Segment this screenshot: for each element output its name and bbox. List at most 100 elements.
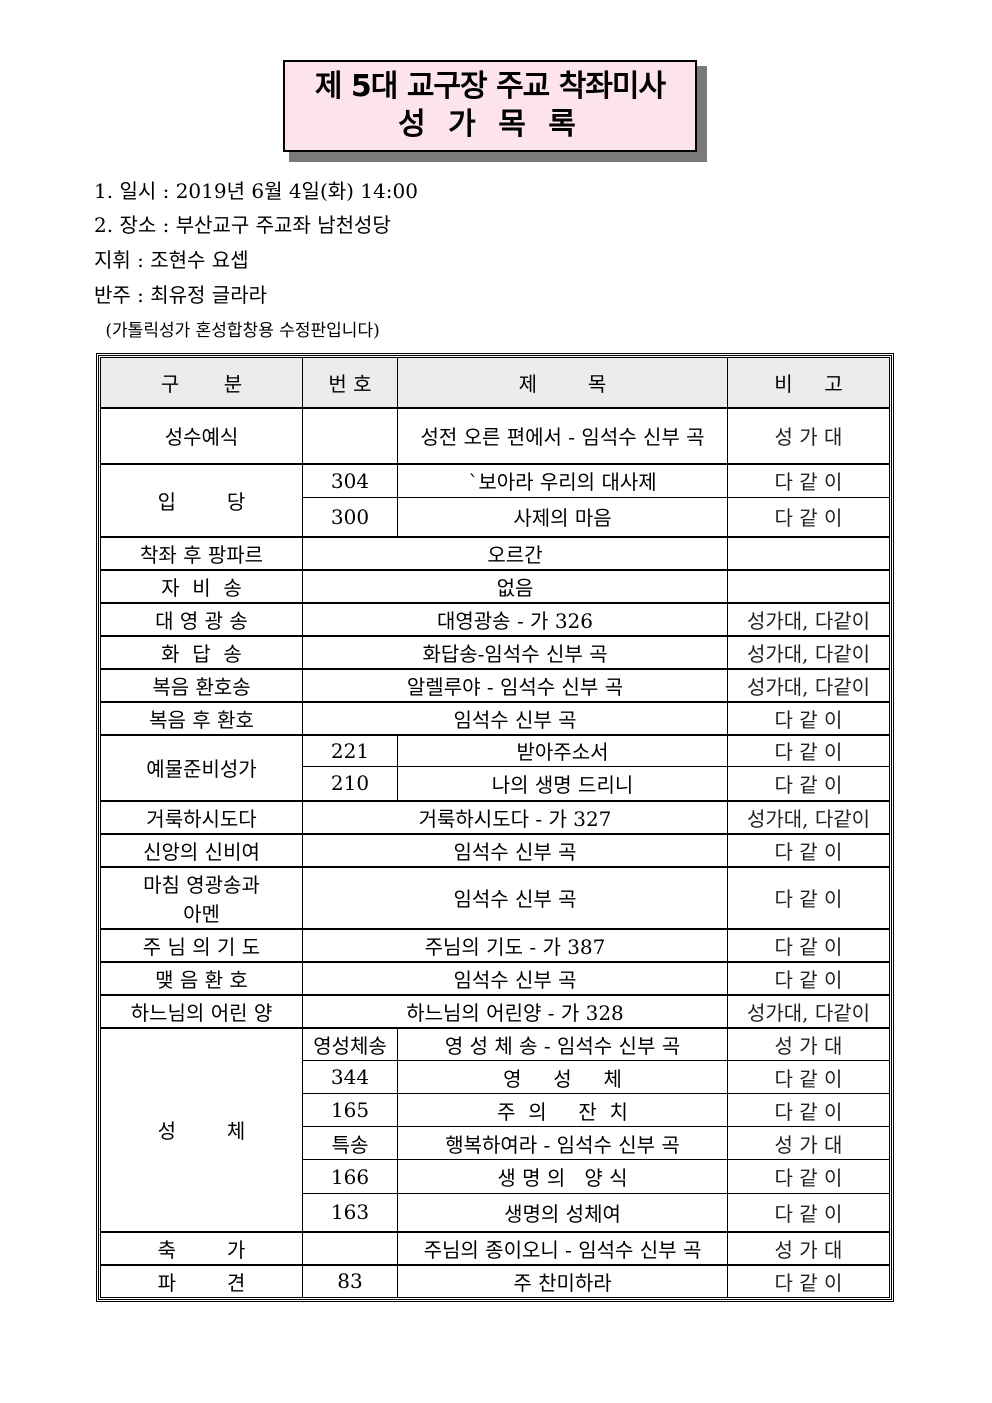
header-title: 제 목 [397,357,728,408]
info-place: 2. 장소 : 부산교구 주교좌 남천성당 [94,213,391,237]
section-cell: 복음 후 환호 [100,700,303,735]
section-cell: 성 체 [100,1026,303,1232]
note-cell: 다 같 이 [727,1159,890,1194]
hymn-table-frame: 구 분 번 호 제 목 비 고 성수예식 성전 오른 편에서 - 임석수 신부 곡… [96,353,894,1302]
section-cell: 맺 음 환 호 [100,960,303,995]
table-row: 하느님의 어린 양 하느님의 어린양 - 가 328 성가대, 다같이 [100,993,890,1028]
table-row: 주 님 의 기 도 주님의 기도 - 가 387 다 같 이 [100,927,890,962]
title-cell: 임석수 신부 곡 [302,865,728,929]
title-cell: 행복하여라 - 임석수 신부 곡 [397,1126,728,1160]
number-cell: 304 [302,462,398,498]
title-cell: 생 명 의 양 식 [397,1159,728,1194]
title-cell: 알렐루야 - 임석수 신부 곡 [302,667,728,702]
table-row: 예물준비성가 221 받아주소서 다 같 이 [100,733,890,801]
title-cell: 하느님의 어린양 - 가 328 [302,993,728,1028]
note-cell: 성가대, 다같이 [727,667,890,702]
section-cell: 착좌 후 팡파르 [100,535,303,570]
note-cell [727,568,890,603]
note-cell: 성가대, 다같이 [727,799,890,834]
title-cell: 받아주소서 [397,733,728,767]
note-cell: 다 같 이 [727,927,890,962]
title-cell: `보아라 우리의 대사제 [397,462,728,498]
title-cell: 대영광송 - 가 326 [302,601,728,636]
number-cell: 165 [302,1093,398,1127]
title-cell: 영 성 체 [397,1060,728,1094]
title-cell: 주 찬미하라 [397,1263,728,1298]
number-cell: 210 [302,766,398,801]
table-row: 자 비 송 없음 [100,568,890,603]
section-cell: 성수예식 [100,406,303,464]
title-cell: 영 성 체 송 - 임석수 신부 곡 [397,1026,728,1061]
note-cell: 다 같 이 [727,733,890,767]
table-row: 화 답 송 화답송-임석수 신부 곡 성가대, 다같이 [100,634,890,669]
title-cell: 사제의 마음 [397,497,728,537]
title-cell: 주님의 종이오니 - 임석수 신부 곡 [397,1230,728,1265]
note-cell: 다 같 이 [727,497,890,537]
hymn-table: 구 분 번 호 제 목 비 고 성수예식 성전 오른 편에서 - 임석수 신부 곡… [100,357,890,1298]
title-cell: 임석수 신부 곡 [302,960,728,995]
table-row: 대 영 광 송 대영광송 - 가 326 성가대, 다같이 [100,601,890,636]
section-cell: 하느님의 어린 양 [100,993,303,1028]
header-section: 구 분 [100,357,303,408]
info-datetime: 1. 일시 : 2019년 6월 4일(화) 14:00 [94,179,418,203]
note-cell: 다 같 이 [727,700,890,735]
title-cell: 화답송-임석수 신부 곡 [302,634,728,669]
section-cell: 복음 환호송 [100,667,303,702]
section-cell: 대 영 광 송 [100,601,303,636]
section-cell: 입 당 [100,462,303,537]
section-cell: 마침 영광송과 아멘 [100,865,303,929]
section-cell: 거룩하시도다 [100,799,303,834]
number-cell [302,406,398,464]
title-cell: 나의 생명 드리니 [397,766,728,801]
note-cell: 성 가 대 [727,406,890,464]
header-number: 번 호 [302,357,398,408]
number-cell: 83 [302,1263,398,1298]
note-cell: 성가대, 다같이 [727,993,890,1028]
number-cell: 특송 [302,1126,398,1160]
table-row: 착좌 후 팡파르 오르간 [100,535,890,570]
title-cell: 없음 [302,568,728,603]
note-cell: 성가대, 다같이 [727,634,890,669]
title-cell: 주님의 기도 - 가 387 [302,927,728,962]
note-cell: 다 같 이 [727,766,890,801]
header-note: 비 고 [727,357,890,408]
note-cell: 성 가 대 [727,1026,890,1061]
table-row: 입 당 304 `보아라 우리의 대사제 다 같 이 [100,462,890,537]
table-row: 파 견 83 주 찬미하라 다 같 이 [100,1263,890,1298]
table-row: 163 생명의 성체여 다 같 이 [101,1193,890,1232]
section-cell: 주 님 의 기 도 [100,927,303,962]
title-cell: 주 의 잔 치 [397,1093,728,1127]
number-cell: 166 [302,1159,398,1194]
info-accompanist: 반주 : 최유정 글라라 [94,283,268,307]
number-cell: 163 [302,1193,398,1232]
note-cell: 다 같 이 [727,865,890,929]
section-cell: 자 비 송 [100,568,303,603]
section-cell: 신앙의 신비여 [100,832,303,867]
document-title: 제 5대 교구장 주교 착좌미사 [314,69,666,104]
note-cell: 성 가 대 [727,1126,890,1160]
section-cell: 축 가 [100,1230,303,1265]
note-cell: 다 같 이 [727,960,890,995]
title-cell: 거룩하시도다 - 가 327 [302,799,728,834]
note-cell: 성 가 대 [727,1230,890,1265]
table-row: 거룩하시도다 거룩하시도다 - 가 327 성가대, 다같이 [100,799,890,834]
note-cell [727,535,890,570]
title-cell: 생명의 성체여 [397,1193,728,1232]
section-cell: 화 답 송 [100,634,303,669]
note-cell: 다 같 이 [727,832,890,867]
number-cell [302,1230,398,1265]
number-cell: 221 [302,733,398,767]
info-note: (가톨릭성가 혼성합창용 수정판입니다) [100,321,380,341]
section-cell: 파 견 [100,1263,303,1298]
title-cell: 성전 오른 편에서 - 임석수 신부 곡 [397,406,728,464]
info-conductor: 지휘 : 조현수 요셉 [94,248,249,272]
